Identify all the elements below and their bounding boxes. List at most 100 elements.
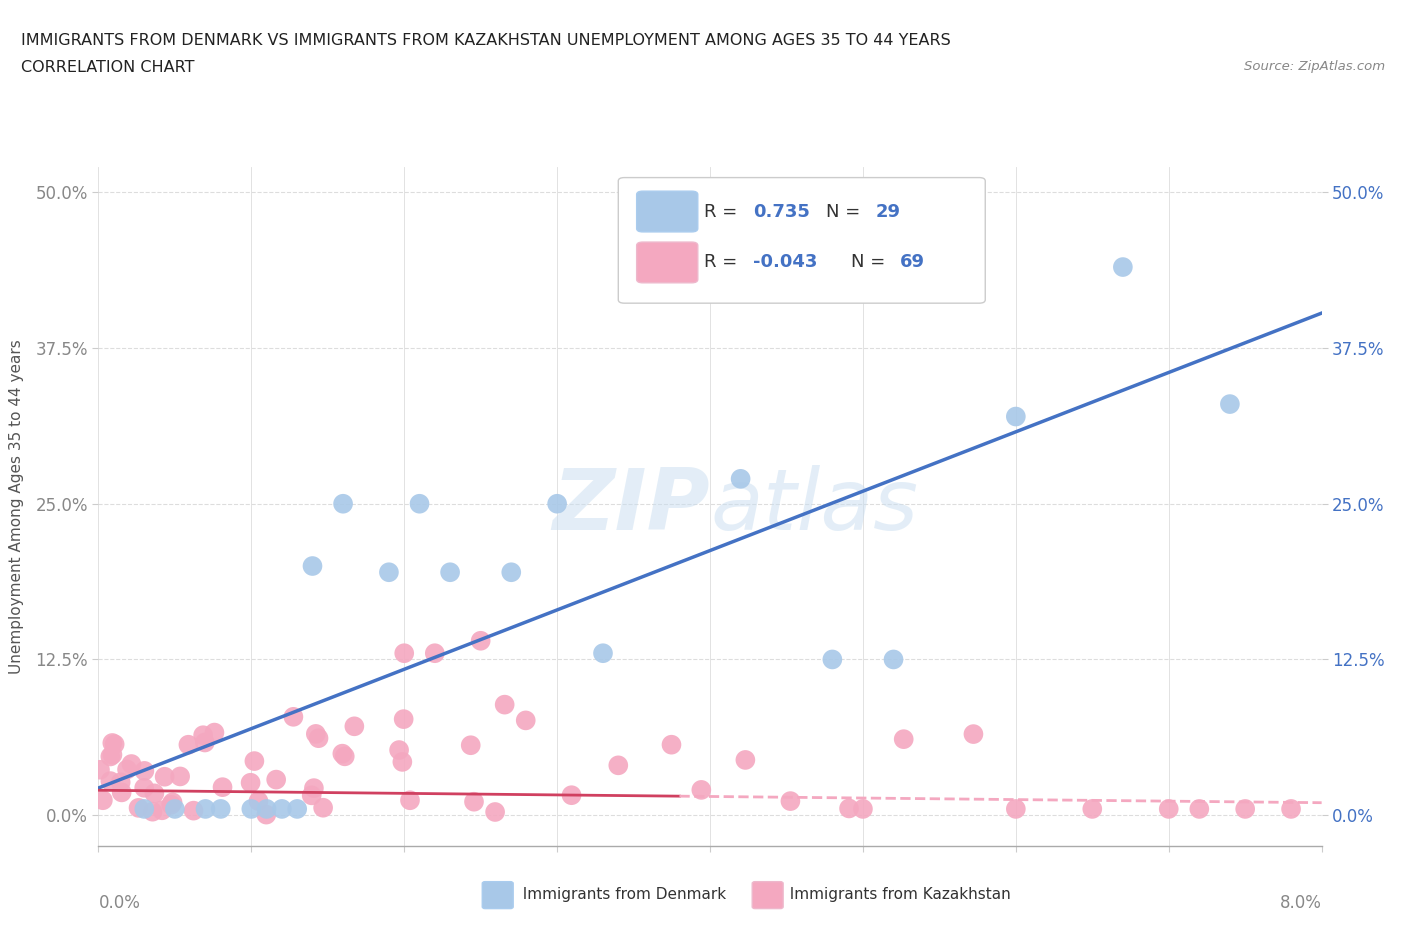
Point [243,753,266,768]
Point [333,749,356,764]
FancyBboxPatch shape [637,242,697,283]
Point [1004,802,1026,817]
Point [460,737,482,752]
Point [163,802,186,817]
Point [160,797,183,812]
Text: Immigrants from Denmark: Immigrants from Denmark [513,887,727,902]
Point [1234,802,1257,817]
Point [153,769,176,784]
Point [399,792,422,807]
Text: -0.043: -0.043 [752,254,817,272]
Point [561,788,583,803]
Point [120,757,142,772]
Text: atlas: atlas [710,465,918,549]
Point [128,801,150,816]
Text: 0.0%: 0.0% [98,894,141,911]
Point [239,776,262,790]
Point [388,742,411,757]
Point [1081,802,1104,817]
Point [204,725,226,740]
Text: R =: R = [704,254,742,272]
FancyBboxPatch shape [637,192,697,232]
Point [270,802,294,817]
Text: 29: 29 [875,203,900,220]
Text: ZIP: ZIP [553,465,710,549]
Point [661,737,683,752]
Point [607,758,630,773]
Point [134,780,156,795]
Point [301,559,323,574]
Point [177,737,200,752]
Point [134,802,156,817]
Point [962,726,984,741]
Point [308,731,330,746]
Text: 8.0%: 8.0% [1279,894,1322,911]
Point [330,746,353,761]
Point [150,803,173,817]
Point [104,737,127,751]
Point [209,802,232,817]
Point [142,804,165,819]
Point [332,497,354,512]
Point [1188,802,1211,817]
Text: IMMIGRANTS FROM DENMARK VS IMMIGRANTS FROM KAZAKHSTAN UNEMPLOYMENT AMONG AGES 35: IMMIGRANTS FROM DENMARK VS IMMIGRANTS FR… [21,33,950,47]
Point [98,749,121,764]
Text: Source: ZipAtlas.com: Source: ZipAtlas.com [1244,60,1385,73]
Point [1112,259,1135,274]
Point [546,497,568,512]
Point [194,802,217,817]
Point [592,645,614,660]
Point [1279,802,1302,817]
Point [893,732,915,747]
Point [285,802,308,817]
Point [101,736,124,751]
Point [515,713,537,728]
Point [89,763,111,777]
Text: 0.735: 0.735 [752,203,810,220]
Point [91,792,114,807]
Point [256,802,278,817]
Point [110,775,132,790]
Point [392,711,415,726]
Point [312,801,335,816]
Point [101,748,124,763]
Point [439,565,461,579]
Point [1157,802,1180,817]
Point [194,735,217,750]
Point [883,652,905,667]
Point [463,794,485,809]
Point [838,801,860,816]
Point [391,754,413,769]
Point [240,802,263,817]
Point [162,795,184,810]
FancyBboxPatch shape [619,178,986,303]
Point [470,633,492,648]
Point [98,774,121,789]
Point [264,772,287,787]
Point [169,769,191,784]
Text: R =: R = [704,203,742,220]
Point [1004,409,1026,424]
Text: N =: N = [827,203,866,220]
Point [484,804,506,819]
Text: N =: N = [851,254,890,272]
Point [254,807,277,822]
Point [134,764,156,778]
Text: Immigrants from Kazakhstan: Immigrants from Kazakhstan [780,887,1011,902]
Y-axis label: Unemployment Among Ages 35 to 44 years: Unemployment Among Ages 35 to 44 years [10,339,24,674]
Point [423,645,446,660]
Point [343,719,366,734]
Point [494,698,516,712]
Point [111,785,134,800]
Point [392,645,416,660]
Point [305,726,328,741]
Point [211,779,233,794]
Point [247,793,270,808]
Point [852,802,875,817]
Point [143,786,166,801]
Point [690,782,713,797]
Point [821,652,844,667]
Point [408,497,430,512]
Point [730,472,752,486]
Point [302,780,325,795]
